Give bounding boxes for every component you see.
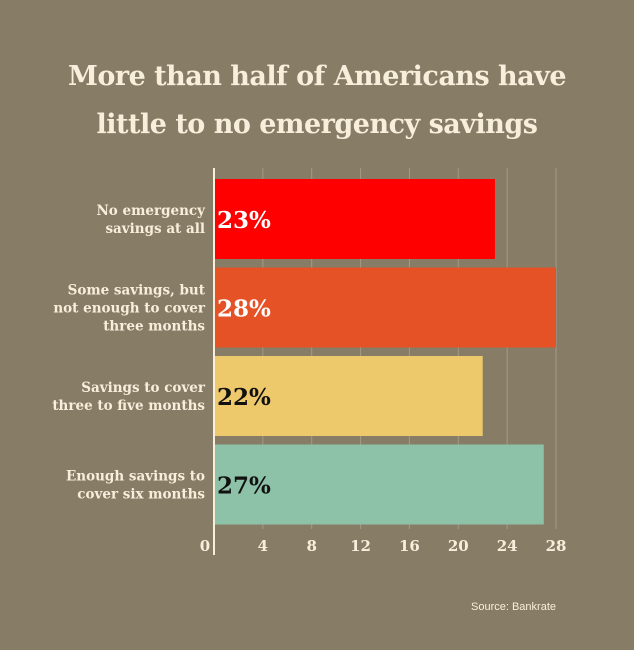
category-label: Enough savings to (66, 469, 205, 485)
chart-title-line-2: little to no emergency savings (96, 109, 538, 140)
x-tick-label: 8 (306, 537, 316, 555)
bar-value-label: 23% (217, 207, 271, 234)
x-tick-label: 16 (399, 537, 420, 555)
x-tick-label: 24 (497, 537, 518, 555)
category-label: not enough to cover (53, 301, 206, 317)
bar (214, 179, 495, 259)
source-note: Source: Bankrate (471, 601, 556, 613)
bar (214, 356, 483, 436)
x-tick-label: 28 (546, 537, 567, 555)
x-tick-label: 20 (448, 537, 469, 555)
category-label: three to five months (52, 398, 205, 414)
bar (214, 267, 556, 348)
category-label: Some savings, but (68, 283, 206, 299)
bar-value-label: 22% (217, 384, 271, 411)
category-label: three months (103, 319, 205, 335)
category-label: cover six months (77, 487, 205, 503)
x-tick-label: 0 (200, 537, 210, 555)
bar-value-label: 28% (217, 296, 271, 323)
bar-value-label: 27% (217, 473, 271, 500)
category-label: Savings to cover (81, 380, 206, 396)
bar (214, 444, 544, 525)
x-tick-label: 12 (350, 537, 371, 555)
category-label: savings at all (105, 221, 205, 237)
chart-title-line-1: More than half of Americans have (67, 61, 567, 92)
x-tick-label: 4 (258, 537, 268, 555)
category-label: No emergency (96, 203, 206, 219)
